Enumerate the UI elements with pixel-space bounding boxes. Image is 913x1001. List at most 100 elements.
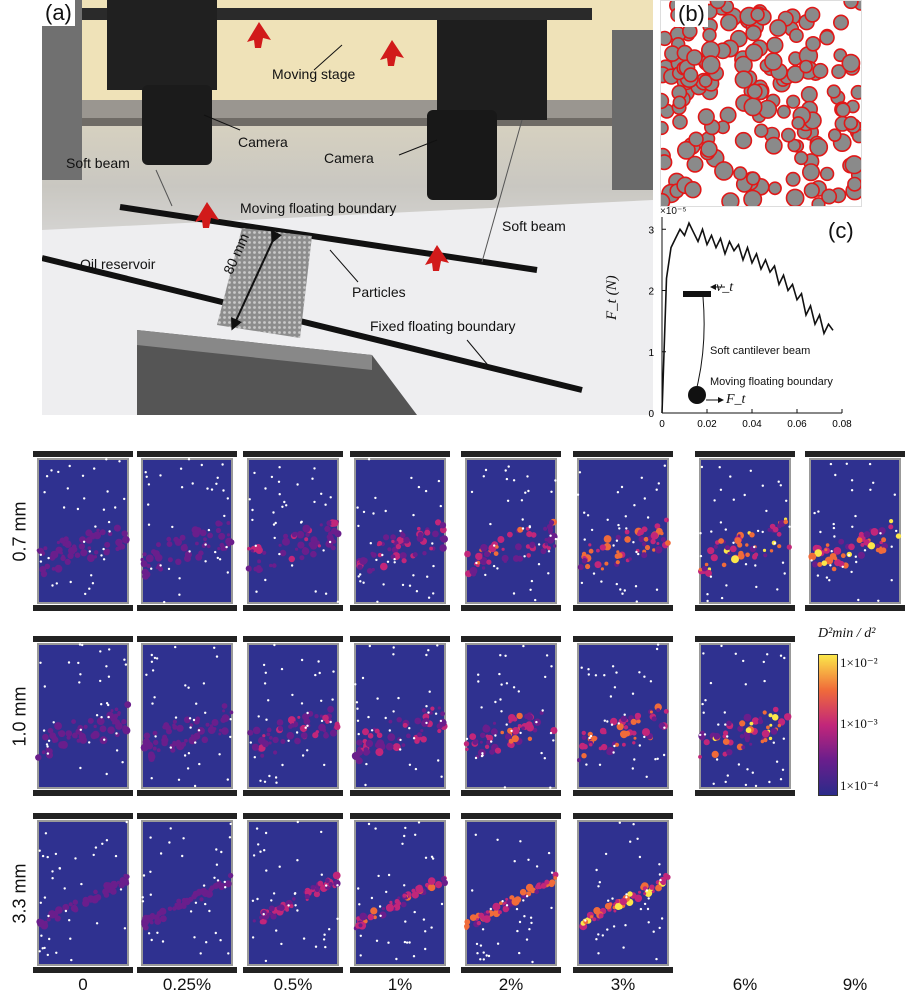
void — [813, 511, 816, 515]
void — [499, 698, 502, 701]
annot-ft: F_t — [726, 392, 746, 407]
void — [323, 933, 326, 936]
void — [248, 498, 251, 501]
void — [732, 541, 735, 544]
shear-band-particle — [634, 894, 643, 903]
void — [257, 843, 260, 846]
void — [512, 686, 516, 689]
shear-band-particle — [324, 525, 331, 532]
shear-band-particle — [752, 554, 758, 560]
shear-band-particle — [642, 728, 650, 737]
shear-band-particle — [417, 732, 422, 738]
shear-band-particle — [258, 736, 266, 745]
shear-band-particle — [428, 883, 436, 892]
shear-band-particle — [179, 534, 186, 541]
void — [754, 564, 757, 567]
particle-circle — [785, 171, 801, 187]
shear-band-particle — [632, 741, 636, 745]
void — [783, 572, 786, 575]
particle-circle — [819, 29, 835, 46]
void — [702, 652, 705, 655]
shear-band-particle — [637, 529, 644, 536]
shear-band-particle — [411, 891, 419, 899]
void — [504, 654, 507, 657]
void — [150, 777, 153, 780]
boundary-plate — [695, 636, 795, 642]
void — [304, 726, 307, 729]
particle-circle — [743, 189, 763, 206]
boundary-plate — [350, 451, 450, 457]
shear-band-particle — [726, 720, 732, 726]
shear-band-particle — [389, 900, 393, 904]
shear-band-particle — [118, 881, 125, 889]
shear-band-particle — [516, 712, 523, 720]
void — [834, 473, 837, 477]
void — [660, 917, 664, 920]
void — [264, 487, 267, 490]
void — [225, 545, 228, 549]
shear-band-particle — [615, 534, 621, 540]
void — [424, 489, 428, 493]
void — [869, 488, 872, 491]
shear-band-particle — [323, 732, 329, 739]
shear-band-particle — [207, 532, 213, 539]
void — [487, 954, 491, 958]
void — [413, 910, 416, 914]
void — [701, 702, 704, 706]
shear-band-particle — [581, 753, 587, 759]
shear-band-particle — [627, 722, 631, 726]
shear-band-particle — [41, 750, 46, 755]
strain-map-sample — [350, 636, 450, 796]
shear-band-particle — [479, 557, 488, 566]
void — [857, 598, 860, 602]
void — [426, 575, 429, 578]
shear-band-particle — [722, 738, 730, 745]
shear-band-particle — [184, 738, 188, 743]
void — [598, 881, 601, 884]
void — [216, 556, 219, 560]
strain-map-sample — [243, 451, 343, 611]
shear-band-particle — [116, 880, 121, 885]
void — [744, 563, 748, 566]
void — [828, 579, 831, 582]
shear-band-particle — [628, 557, 632, 561]
void — [829, 564, 832, 567]
label-camera-left: Camera — [238, 134, 288, 150]
particle-circle — [734, 131, 753, 150]
void — [732, 498, 735, 501]
void — [147, 483, 151, 486]
void — [275, 781, 278, 784]
shear-band-particle — [142, 552, 147, 557]
shear-band-particle — [245, 565, 252, 572]
void — [427, 711, 430, 714]
void — [362, 581, 365, 584]
shear-band-particle — [889, 519, 894, 524]
shear-band-particle — [396, 717, 402, 723]
shear-band-particle — [43, 920, 48, 925]
void — [41, 947, 44, 950]
void — [535, 865, 539, 868]
void — [647, 897, 650, 900]
shear-band-particle — [627, 891, 633, 897]
shear-band-particle — [875, 543, 880, 549]
shear-band-particle — [652, 548, 656, 552]
strain-map-sample — [461, 451, 561, 611]
colorbar-mid-label: 1×10⁻³ — [840, 716, 878, 731]
void — [47, 914, 50, 918]
shear-band-particle — [771, 714, 779, 721]
shear-band-particle — [585, 563, 591, 570]
void — [621, 592, 624, 595]
void — [512, 592, 516, 595]
void — [412, 574, 415, 577]
shear-band-particle — [401, 558, 407, 564]
shear-band-particle — [644, 544, 651, 551]
void — [872, 481, 875, 484]
void — [702, 711, 705, 714]
void — [141, 900, 145, 903]
void — [547, 550, 551, 553]
void — [384, 716, 387, 720]
void — [291, 693, 294, 697]
strain-map-sample — [805, 451, 905, 611]
void — [590, 528, 594, 532]
label-fixed-boundary: Fixed floating boundary — [370, 318, 516, 334]
